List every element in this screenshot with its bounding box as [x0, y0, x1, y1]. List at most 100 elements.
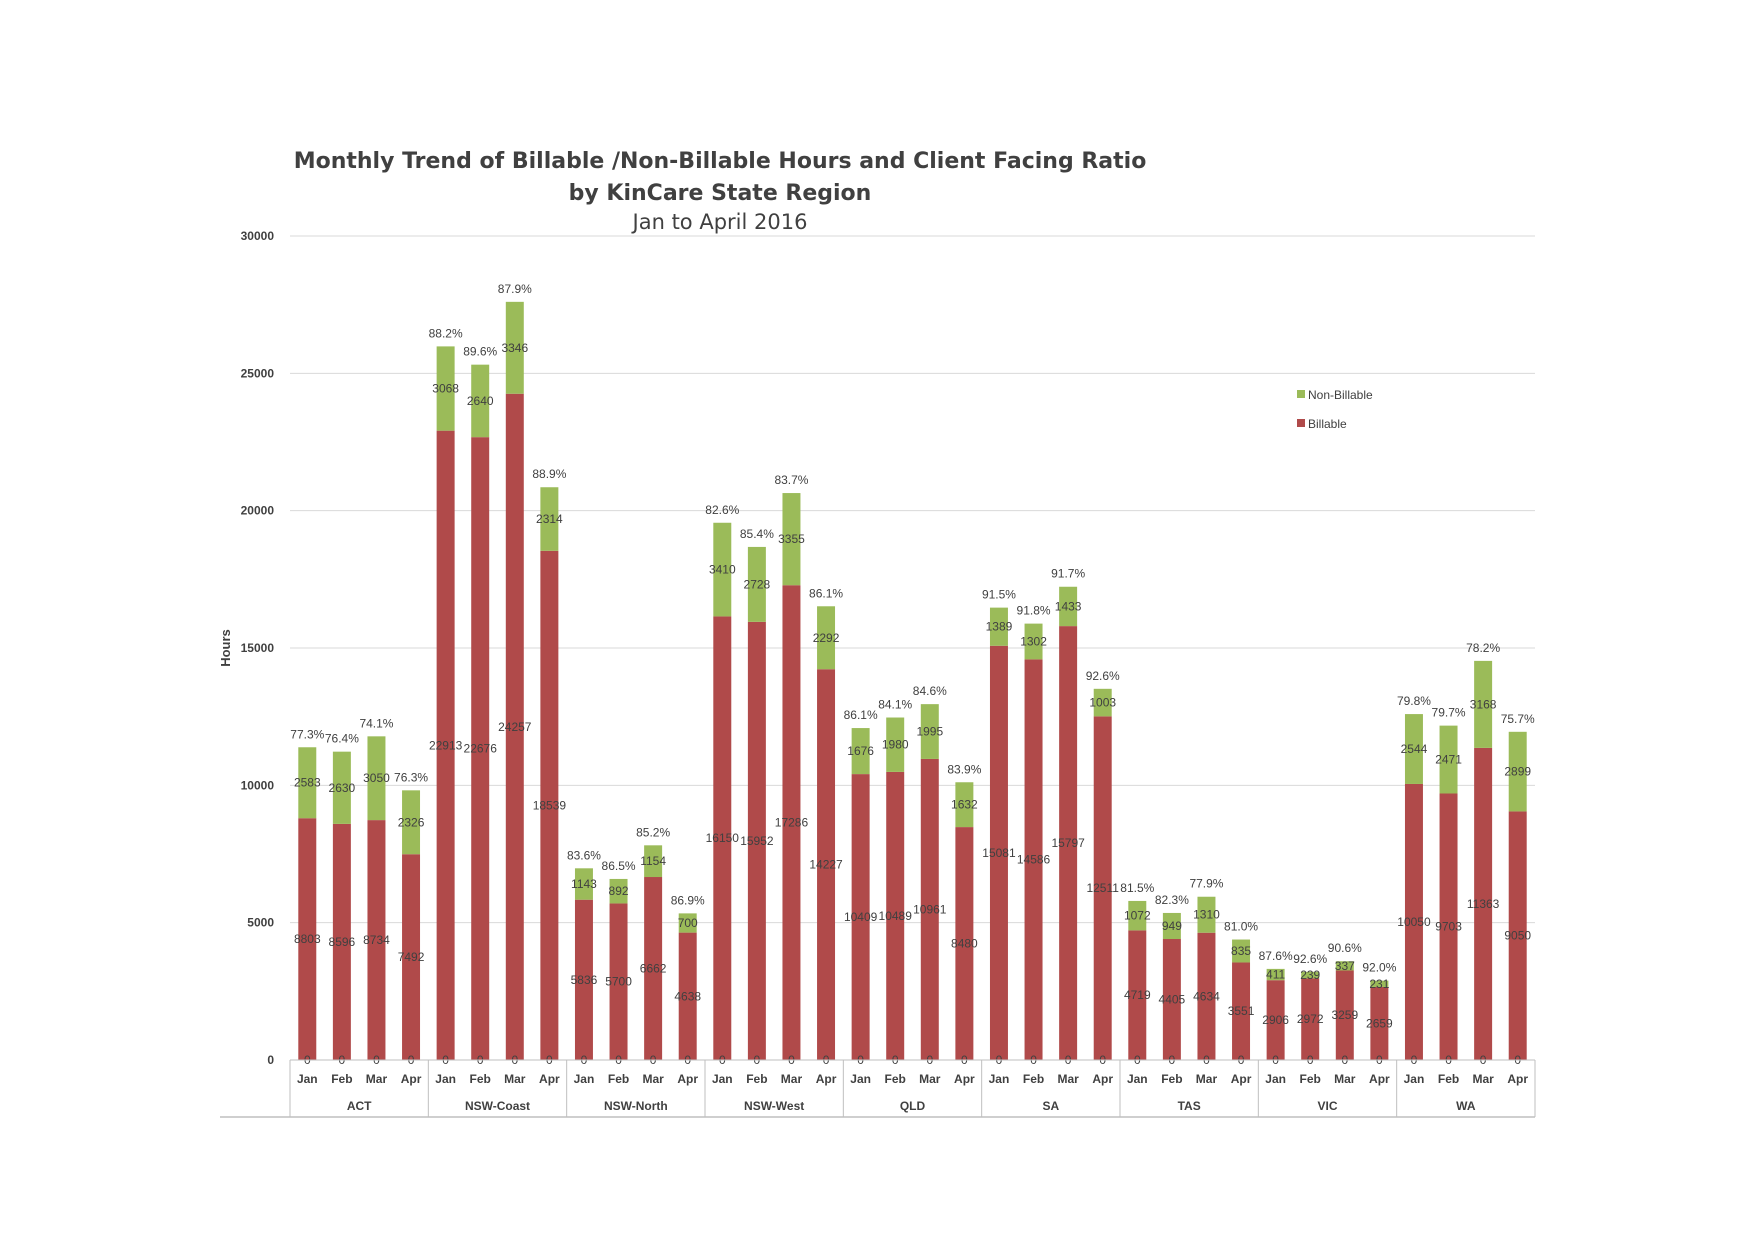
non-billable-value-label: 3355 [778, 532, 805, 546]
client-facing-ratio-label: 87.9% [498, 282, 532, 296]
billable-bar [436, 430, 455, 1061]
billable-bar [1059, 626, 1078, 1060]
billable-value-label: 24257 [498, 720, 532, 734]
non-billable-bar [1093, 688, 1112, 717]
billable-bar [298, 818, 317, 1060]
billable-value-label: 12511 [1086, 881, 1119, 895]
non-billable-bar [955, 782, 974, 828]
billable-value-label: 10489 [879, 909, 913, 923]
client-facing-ratio-label: 86.9% [671, 893, 705, 907]
x-month-label: Mar [366, 1072, 388, 1086]
client-facing-ratio-label: 87.6% [1259, 949, 1293, 963]
billable-bar [989, 645, 1008, 1060]
billable-value-label: 4405 [1159, 993, 1186, 1007]
client-facing-ratio-label: 74.1% [359, 716, 393, 730]
client-facing-ratio-label: 92.6% [1293, 952, 1327, 966]
client-facing-ratio-label: 81.0% [1224, 920, 1258, 934]
billable-value-label: 18539 [533, 798, 567, 812]
non-billable-value-label: 835 [1231, 944, 1251, 958]
client-facing-ratio-label: 91.5% [982, 588, 1016, 602]
client-facing-ratio-label: 86.1% [844, 708, 878, 722]
non-billable-value-label: 1676 [847, 744, 874, 758]
billable-bar [1162, 939, 1181, 1060]
non-billable-bar [782, 493, 801, 586]
x-month-label: Apr [401, 1072, 422, 1086]
x-month-label: Feb [1023, 1072, 1044, 1086]
legend-label: Billable [1308, 417, 1347, 431]
client-facing-ratio-label: 78.2% [1466, 641, 1500, 655]
non-billable-value-label: 2544 [1401, 742, 1428, 756]
x-month-label: Jan [989, 1072, 1010, 1086]
non-billable-value-label: 1310 [1193, 908, 1220, 922]
non-billable-value-label: 3346 [501, 341, 528, 355]
x-region-label: NSW-North [604, 1099, 668, 1113]
non-billable-value-label: 1433 [1055, 599, 1082, 613]
y-tick-label: 25000 [241, 366, 275, 380]
billable-value-label: 17286 [775, 816, 809, 830]
client-facing-ratio-label: 81.5% [1120, 881, 1154, 895]
client-facing-ratio-label: 85.4% [740, 527, 774, 541]
y-tick-label: 30000 [241, 229, 275, 243]
billable-bar [920, 758, 939, 1060]
x-month-label: Mar [1472, 1072, 1494, 1086]
non-billable-value-label: 3068 [432, 382, 459, 396]
billable-value-label: 8803 [294, 932, 321, 946]
billable-value-label: 15952 [740, 834, 774, 848]
non-billable-value-label: 2640 [467, 394, 494, 408]
non-billable-value-label: 2292 [813, 631, 840, 645]
billable-value-label: 5700 [605, 975, 632, 989]
x-region-label: SA [1042, 1099, 1059, 1113]
billable-bar [713, 616, 732, 1060]
billable-value-label: 14586 [1017, 853, 1051, 867]
billable-value-label: 7492 [398, 950, 425, 964]
billable-value-label: 9050 [1504, 929, 1531, 943]
client-facing-ratio-label: 91.7% [1051, 567, 1085, 581]
x-month-label: Feb [885, 1072, 906, 1086]
billable-value-label: 3551 [1228, 1004, 1255, 1018]
non-billable-value-label: 2728 [744, 577, 771, 591]
billable-bar [886, 771, 905, 1060]
client-facing-ratio-label: 92.0% [1362, 961, 1396, 975]
non-billable-bar [540, 487, 559, 551]
non-billable-bar [817, 606, 836, 670]
client-facing-ratio-label: 79.8% [1397, 694, 1431, 708]
client-facing-ratio-label: 88.2% [429, 326, 463, 340]
billable-value-label: 5836 [571, 973, 598, 987]
billable-bar [1335, 970, 1354, 1060]
x-region-label: TAS [1178, 1099, 1201, 1113]
client-facing-ratio-label: 83.6% [567, 848, 601, 862]
billable-bar [367, 820, 386, 1060]
client-facing-ratio-label: 85.2% [636, 825, 670, 839]
non-billable-bar [1266, 968, 1285, 981]
non-billable-bar [1024, 623, 1043, 660]
non-billable-value-label: 1072 [1124, 909, 1151, 923]
non-billable-value-label: 231 [1369, 977, 1389, 991]
billable-value-label: 10409 [844, 910, 878, 924]
billable-bar [1508, 811, 1527, 1060]
x-month-label: Apr [1231, 1072, 1252, 1086]
billable-value-label: 22676 [464, 742, 498, 756]
x-region-label: VIC [1317, 1099, 1337, 1113]
billable-bar [678, 932, 697, 1060]
x-month-label: Feb [470, 1072, 491, 1086]
non-billable-value-label: 949 [1162, 919, 1182, 933]
y-tick-label: 5000 [247, 916, 274, 930]
billable-bar [332, 823, 351, 1060]
non-billable-bar [851, 728, 870, 775]
billable-value-label: 14227 [809, 858, 843, 872]
x-month-label: Mar [642, 1072, 664, 1086]
x-month-label: Apr [816, 1072, 837, 1086]
x-month-label: Apr [677, 1072, 698, 1086]
client-facing-ratio-label: 92.6% [1086, 669, 1120, 683]
non-billable-bar [1404, 714, 1423, 784]
non-billable-value-label: 1003 [1089, 696, 1116, 710]
client-facing-ratio-label: 79.7% [1432, 706, 1466, 720]
billable-bar [574, 899, 593, 1060]
billable-value-label: 3259 [1331, 1008, 1358, 1022]
non-billable-bar [1439, 725, 1458, 794]
y-tick-label: 10000 [241, 778, 275, 792]
x-month-label: Jan [435, 1072, 456, 1086]
chart-subtitle: Jan to April 2016 [632, 210, 808, 234]
non-billable-value-label: 1389 [986, 620, 1013, 634]
x-month-label: Mar [1196, 1072, 1218, 1086]
